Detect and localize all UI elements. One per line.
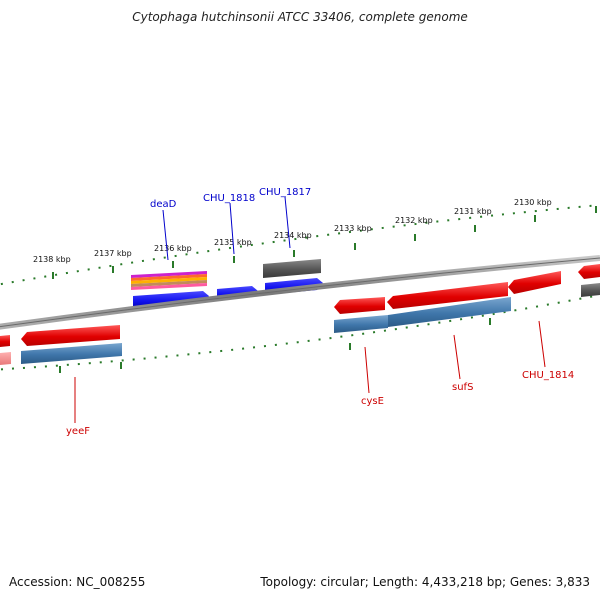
- gene-yeeF[interactable]: [21, 325, 120, 346]
- tick-label-2131: 2131 kbp: [454, 207, 492, 216]
- gene-label-sufS[interactable]: sufS: [452, 382, 473, 393]
- gene-label-deaD[interactable]: deaD: [150, 199, 177, 210]
- label-leaders: [74, 196, 546, 423]
- map-title: Cytophaga hutchinsonii ATCC 33406, compl…: [132, 10, 468, 24]
- gene-label-chu1817[interactable]: CHU_1817: [259, 187, 311, 198]
- cds-yeeF: [21, 343, 122, 364]
- gene-label-chu1818[interactable]: CHU_1818: [203, 193, 255, 204]
- gene-label-yeeF[interactable]: yeeF: [66, 426, 90, 437]
- tick-label-2133: 2133 kbp: [334, 224, 372, 233]
- gene-chu1814[interactable]: [508, 271, 561, 294]
- tick-labels: 2138 kbp 2137 kbp 2136 kbp 2135 kbp 2134…: [33, 198, 552, 264]
- genome-stats-text: Topology: circular; Length: 4,433,218 bp…: [260, 575, 590, 589]
- tick-label-2137: 2137 kbp: [94, 249, 132, 258]
- cds-cysE: [334, 315, 388, 333]
- gene-gray-right[interactable]: [581, 283, 600, 297]
- gc-stripe: [131, 271, 207, 290]
- tick-label-2136: 2136 kbp: [154, 244, 192, 253]
- tick-label-2132: 2132 kbp: [395, 216, 433, 225]
- gene-label-chu1814[interactable]: CHU_1814: [522, 370, 574, 381]
- gene-gray-top[interactable]: [263, 259, 321, 278]
- tick-label-2130: 2130 kbp: [514, 198, 552, 207]
- gene-cysE[interactable]: [334, 297, 385, 314]
- reverse-major-ticks: [59, 318, 491, 373]
- gene-label-cysE[interactable]: cysE: [361, 396, 384, 407]
- cds-left-edge: [0, 352, 11, 365]
- accession-text: Accession: NC_008255: [9, 575, 146, 589]
- tick-label-2138: 2138 kbp: [33, 255, 71, 264]
- reverse-tick-track: [0, 294, 600, 371]
- forward-major-ticks: [52, 206, 597, 279]
- tick-label-2134: 2134 kbp: [274, 231, 312, 240]
- gene-red-top-right[interactable]: [578, 264, 600, 279]
- gene-labels: deaD CHU_1818 CHU_1817 cysE sufS CHU_181…: [66, 187, 574, 437]
- cds-sufS: [388, 297, 511, 327]
- gene-sufS[interactable]: [387, 282, 508, 309]
- gene-red-left-edge[interactable]: [0, 335, 10, 347]
